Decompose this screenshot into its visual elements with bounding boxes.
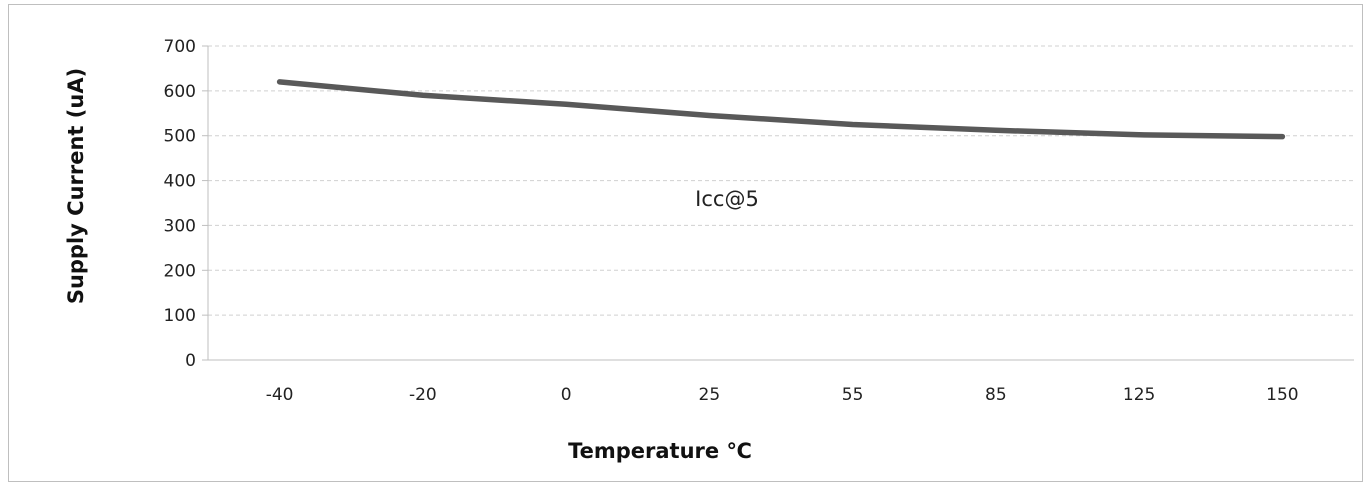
axes — [202, 45, 1354, 361]
x-tick-label: 150 — [1266, 385, 1298, 405]
y-tick-label: 700 — [164, 37, 196, 57]
y-tick-label: 500 — [164, 127, 196, 147]
y-tick-label: 400 — [164, 172, 196, 192]
x-tick-label: 125 — [1123, 385, 1155, 405]
y-axis-title: Supply Current (uA) — [64, 68, 88, 304]
series-annotation: Icc@5 — [695, 187, 759, 211]
x-tick-label: 0 — [561, 385, 572, 405]
y-tick-label: 100 — [164, 306, 196, 326]
y-tick-label: 0 — [185, 351, 196, 371]
y-tick-label: 600 — [164, 82, 196, 102]
y-tick-labels: 0 100 200 300 400 500 600 700 — [164, 37, 196, 371]
series-lines — [276, 79, 1286, 140]
x-tick-labels: -40 -20 0 25 55 85 125 150 — [266, 385, 1299, 405]
x-tick-label: 25 — [699, 385, 721, 405]
chart-frame — [8, 4, 1363, 482]
x-tick-label: 85 — [985, 385, 1007, 405]
x-tick-label: -20 — [409, 385, 437, 405]
x-tick-label: -40 — [266, 385, 294, 405]
grid-lines — [208, 45, 1354, 316]
series-line — [276, 79, 1286, 140]
x-axis-title: Temperature ℃ — [568, 439, 752, 463]
y-tick-label: 200 — [164, 261, 196, 281]
x-tick-label: 55 — [842, 385, 864, 405]
y-tick-label: 300 — [164, 216, 196, 236]
